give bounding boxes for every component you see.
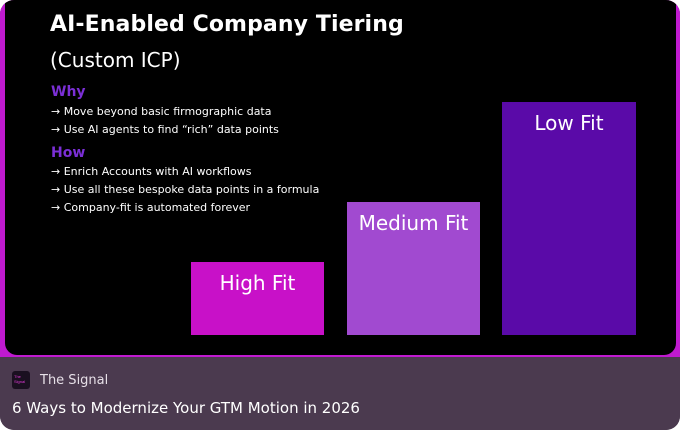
why-point: → Use AI agents to find “rich” data poin… bbox=[51, 123, 279, 136]
why-point: → Move beyond basic firmographic data bbox=[51, 105, 272, 118]
preview-footer[interactable]: The Signal The Signal 6 Ways to Moderniz… bbox=[0, 357, 680, 430]
how-point: → Enrich Accounts with AI workflows bbox=[51, 165, 252, 178]
slide-image: AI-Enabled Company Tiering (Custom ICP) … bbox=[5, 0, 676, 355]
slide-frame: AI-Enabled Company Tiering (Custom ICP) … bbox=[0, 0, 680, 357]
bar-medium-fit: Medium Fit bbox=[347, 202, 480, 335]
bar-label: Low Fit bbox=[534, 111, 604, 135]
bar-label: High Fit bbox=[219, 271, 296, 295]
how-point: → Use all these bespoke data points in a… bbox=[51, 183, 320, 196]
slide-title: AI-Enabled Company Tiering bbox=[50, 12, 404, 37]
slide-subtitle: (Custom ICP) bbox=[50, 48, 181, 72]
bar-high-fit: High Fit bbox=[191, 262, 324, 335]
how-point: → Company-fit is automated forever bbox=[51, 201, 251, 214]
bar-low-fit: Low Fit bbox=[502, 102, 636, 335]
logo-text: The Signal bbox=[14, 374, 26, 384]
bar-label: Medium Fit bbox=[358, 211, 469, 235]
article-headline[interactable]: 6 Ways to Modernize Your GTM Motion in 2… bbox=[12, 399, 360, 417]
why-heading: Why bbox=[51, 84, 86, 100]
how-heading: How bbox=[51, 145, 86, 161]
source-logo: The Signal bbox=[12, 371, 30, 389]
source-name[interactable]: The Signal bbox=[40, 373, 109, 388]
